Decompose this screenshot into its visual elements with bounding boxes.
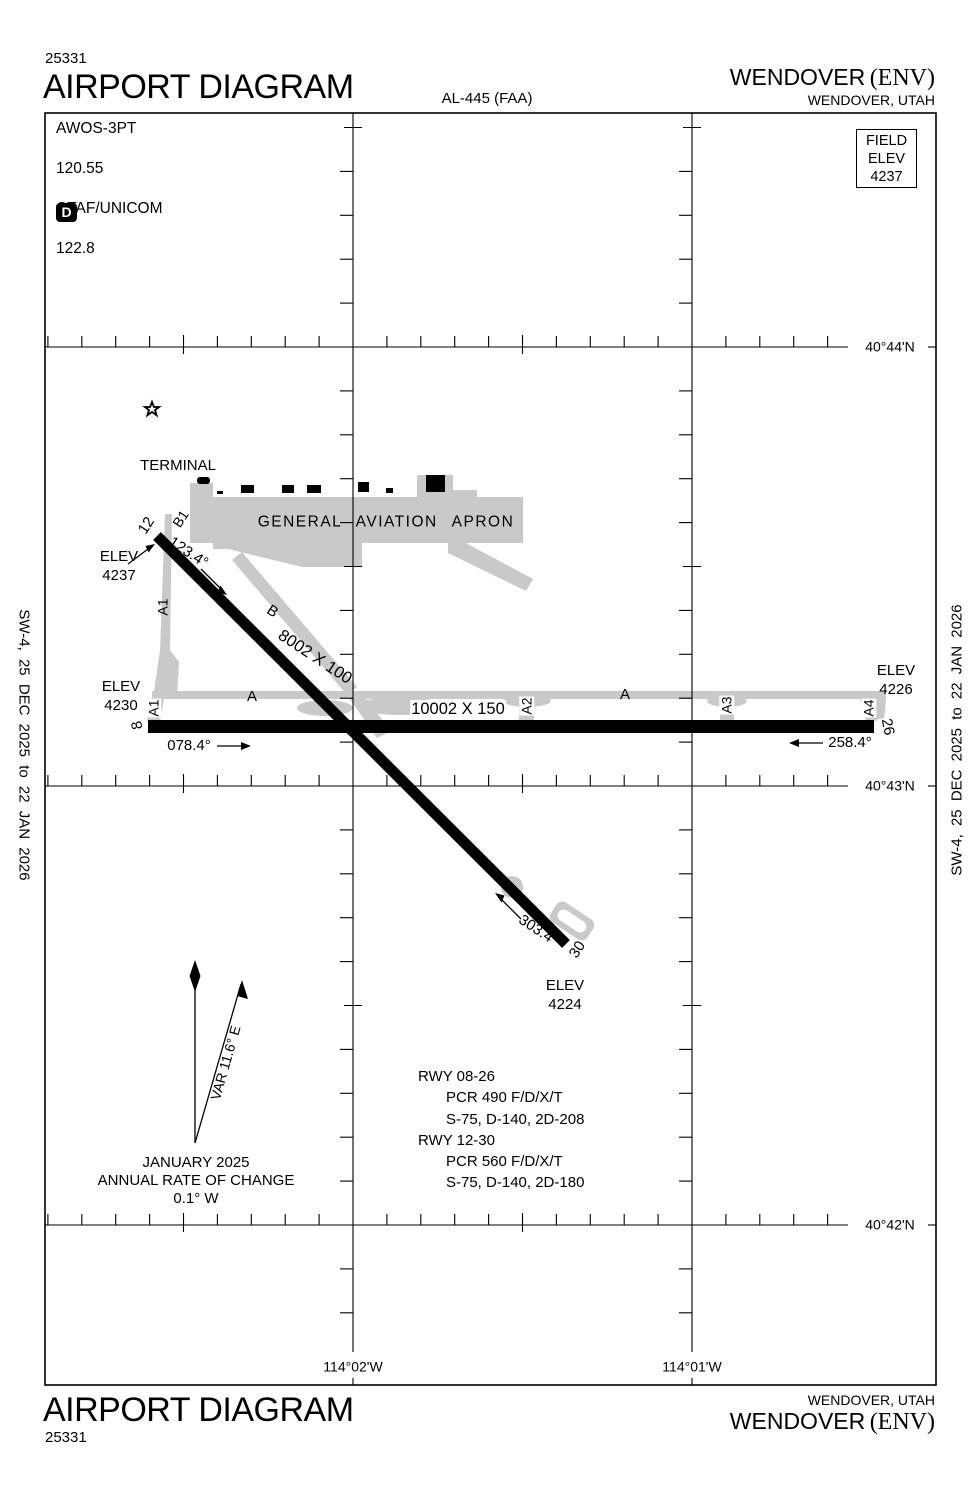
- longitude-label-114-01: 114°01'W: [662, 1358, 722, 1375]
- magnetic-north-arrow: [194, 983, 242, 1144]
- edition-note-right: SW-4, 25 DEC 2025 to 22 JAN 2026: [948, 604, 966, 876]
- page-title-top: AIRPORT DIAGRAM: [43, 68, 354, 106]
- variation-rate-label: ANNUAL RATE OF CHANGE: [97, 1171, 295, 1189]
- elev-label: ELEV: [101, 678, 141, 695]
- rwy-08-26-header: RWY 08-26: [418, 1068, 495, 1085]
- rwy-12-30-header: RWY 12-30: [418, 1131, 495, 1149]
- general-aviation-apron-shape: [190, 475, 523, 543]
- taxiway-a3-label: A3: [718, 695, 735, 715]
- ctaf-label: CTAF/UNICOM: [56, 200, 163, 217]
- building-large-hangar: [426, 475, 445, 492]
- chart-number-bottom: 25331: [45, 1429, 87, 1446]
- runway-08-26-dimensions: 10002 X 150: [410, 699, 506, 719]
- awos-label: AWOS-3PT: [56, 120, 137, 137]
- elev-4237-pointer-arrow: [127, 548, 149, 565]
- buildings-layer: [197, 475, 445, 494]
- magnetic-north-halfhead: [237, 980, 248, 999]
- elev-4226-callout: ELEV 4226: [877, 661, 915, 699]
- longitude-label-114-02: 114°02'W: [323, 1358, 383, 1375]
- rwy-12-30-weights: S-75, D-140, 2D-180: [446, 1174, 585, 1192]
- airport-name-bottom: WENDOVER: [729, 1408, 866, 1434]
- runway-26-number: 26: [877, 716, 898, 738]
- taxiway-a1-upper-label: A1: [154, 598, 171, 616]
- runway-data-block: RWY 08-26 PCR 490 F/D/X/T S-75, D-140, 2…: [418, 1066, 584, 1194]
- elev-label: ELEV: [545, 977, 585, 994]
- building: [217, 491, 223, 494]
- diagram-d-symbol: D: [56, 203, 77, 222]
- terminal-building: [197, 477, 210, 484]
- building: [282, 485, 294, 493]
- taxiway-a2-label: A2: [518, 696, 535, 716]
- elev-value: 4226: [879, 681, 913, 698]
- procedure-id: AL-445 (FAA): [441, 89, 533, 107]
- airport-beacon-icon: [142, 399, 162, 418]
- city-state-bottom: WENDOVER, UTAH: [807, 1392, 935, 1408]
- elev-value: 4237: [102, 567, 136, 584]
- elev-4237-callout: ELEV 4237: [100, 547, 138, 585]
- runway-12-30: [153, 532, 570, 948]
- runways-layer: [148, 532, 874, 948]
- heading-303-arrow: [500, 898, 522, 920]
- taxiway-a-west-label: A: [246, 687, 258, 705]
- apron-label: GENERAL AVIATION APRON: [257, 513, 515, 531]
- city-state-top: WENDOVER, UTAH: [807, 92, 935, 108]
- elev-4224-callout: ELEV 4224: [546, 976, 584, 1014]
- taxiway-a-east-label: A: [619, 685, 631, 703]
- building: [358, 482, 369, 492]
- elev-value: 4224: [548, 996, 582, 1013]
- elev-value: 4230: [104, 697, 138, 714]
- building: [386, 488, 393, 493]
- runway30-holding-pad: [549, 901, 595, 941]
- taxiway-b-band: [232, 552, 357, 695]
- variation-date: JANUARY 2025: [142, 1153, 250, 1171]
- apron-lower-extension: [213, 543, 362, 567]
- page-title-bottom: AIRPORT DIAGRAM: [43, 1391, 354, 1429]
- elev-label: ELEV: [876, 662, 916, 679]
- chart-number-top: 25331: [45, 50, 87, 67]
- rwy-08-26-weights: S-75, D-140, 2D-208: [446, 1110, 585, 1128]
- field-elev-line2: ELEV: [867, 150, 906, 167]
- comms-info: AWOS-3PT 120.55 CTAF/UNICOM 122.8: [56, 119, 162, 259]
- awos-frequency: 120.55: [56, 160, 104, 177]
- elev-4230-callout: ELEV 4230: [102, 677, 140, 715]
- airport-name-top: WENDOVER: [729, 64, 866, 90]
- field-elev-line1: FIELD: [865, 132, 908, 149]
- graticule-ticks: [47, 126, 829, 1314]
- true-north-diamond: [189, 960, 201, 992]
- latitude-label-40-43: 40°43'N: [865, 777, 915, 794]
- taxiway-a4-label: A4: [860, 698, 877, 718]
- field-elev-box: FIELD ELEV 4237: [856, 129, 917, 188]
- ctaf-frequency: 122.8: [56, 240, 95, 257]
- terminal-label: TERMINAL: [140, 456, 216, 474]
- map-border: [44, 112, 937, 1386]
- apron-southeast-handle: [448, 541, 533, 591]
- runway-08-heading: 078.4°: [167, 736, 211, 754]
- airport-ident-bottom: (ENV): [869, 1409, 935, 1435]
- runway-26-heading: 258.4°: [828, 733, 872, 751]
- pavement-layer: [147, 475, 886, 941]
- runway-08-26: [148, 720, 874, 733]
- building: [307, 485, 321, 493]
- taxiway-a1-lower-label: A1: [145, 698, 162, 718]
- taxiway-a-band: [152, 691, 886, 699]
- arrows-layer: [127, 544, 823, 1144]
- taxiway-a1-upper: [153, 514, 179, 698]
- heading-123-arrow: [200, 568, 222, 590]
- variation-rate-value: 0.1° W: [173, 1189, 219, 1207]
- building: [241, 485, 254, 493]
- latitude-label-40-44: 40°44'N: [865, 338, 915, 355]
- footer-airport-block: WENDOVER, UTAH WENDOVER (ENV): [730, 1392, 935, 1436]
- edition-note-left: SW-4, 25 DEC 2025 to 22 JAN 2026: [15, 609, 33, 881]
- header-airport-block: WENDOVER (ENV) WENDOVER, UTAH: [730, 64, 935, 108]
- airport-ident-top: (ENV): [869, 65, 935, 91]
- latitude-label-40-42: 40°42'N: [865, 1216, 915, 1233]
- field-elev-value: 4237: [870, 168, 903, 185]
- elev-label: ELEV: [99, 548, 139, 565]
- rwy-12-30-pcr: PCR 560 F/D/X/T: [446, 1153, 563, 1171]
- rwy-08-26-pcr: PCR 490 F/D/X/T: [446, 1089, 563, 1107]
